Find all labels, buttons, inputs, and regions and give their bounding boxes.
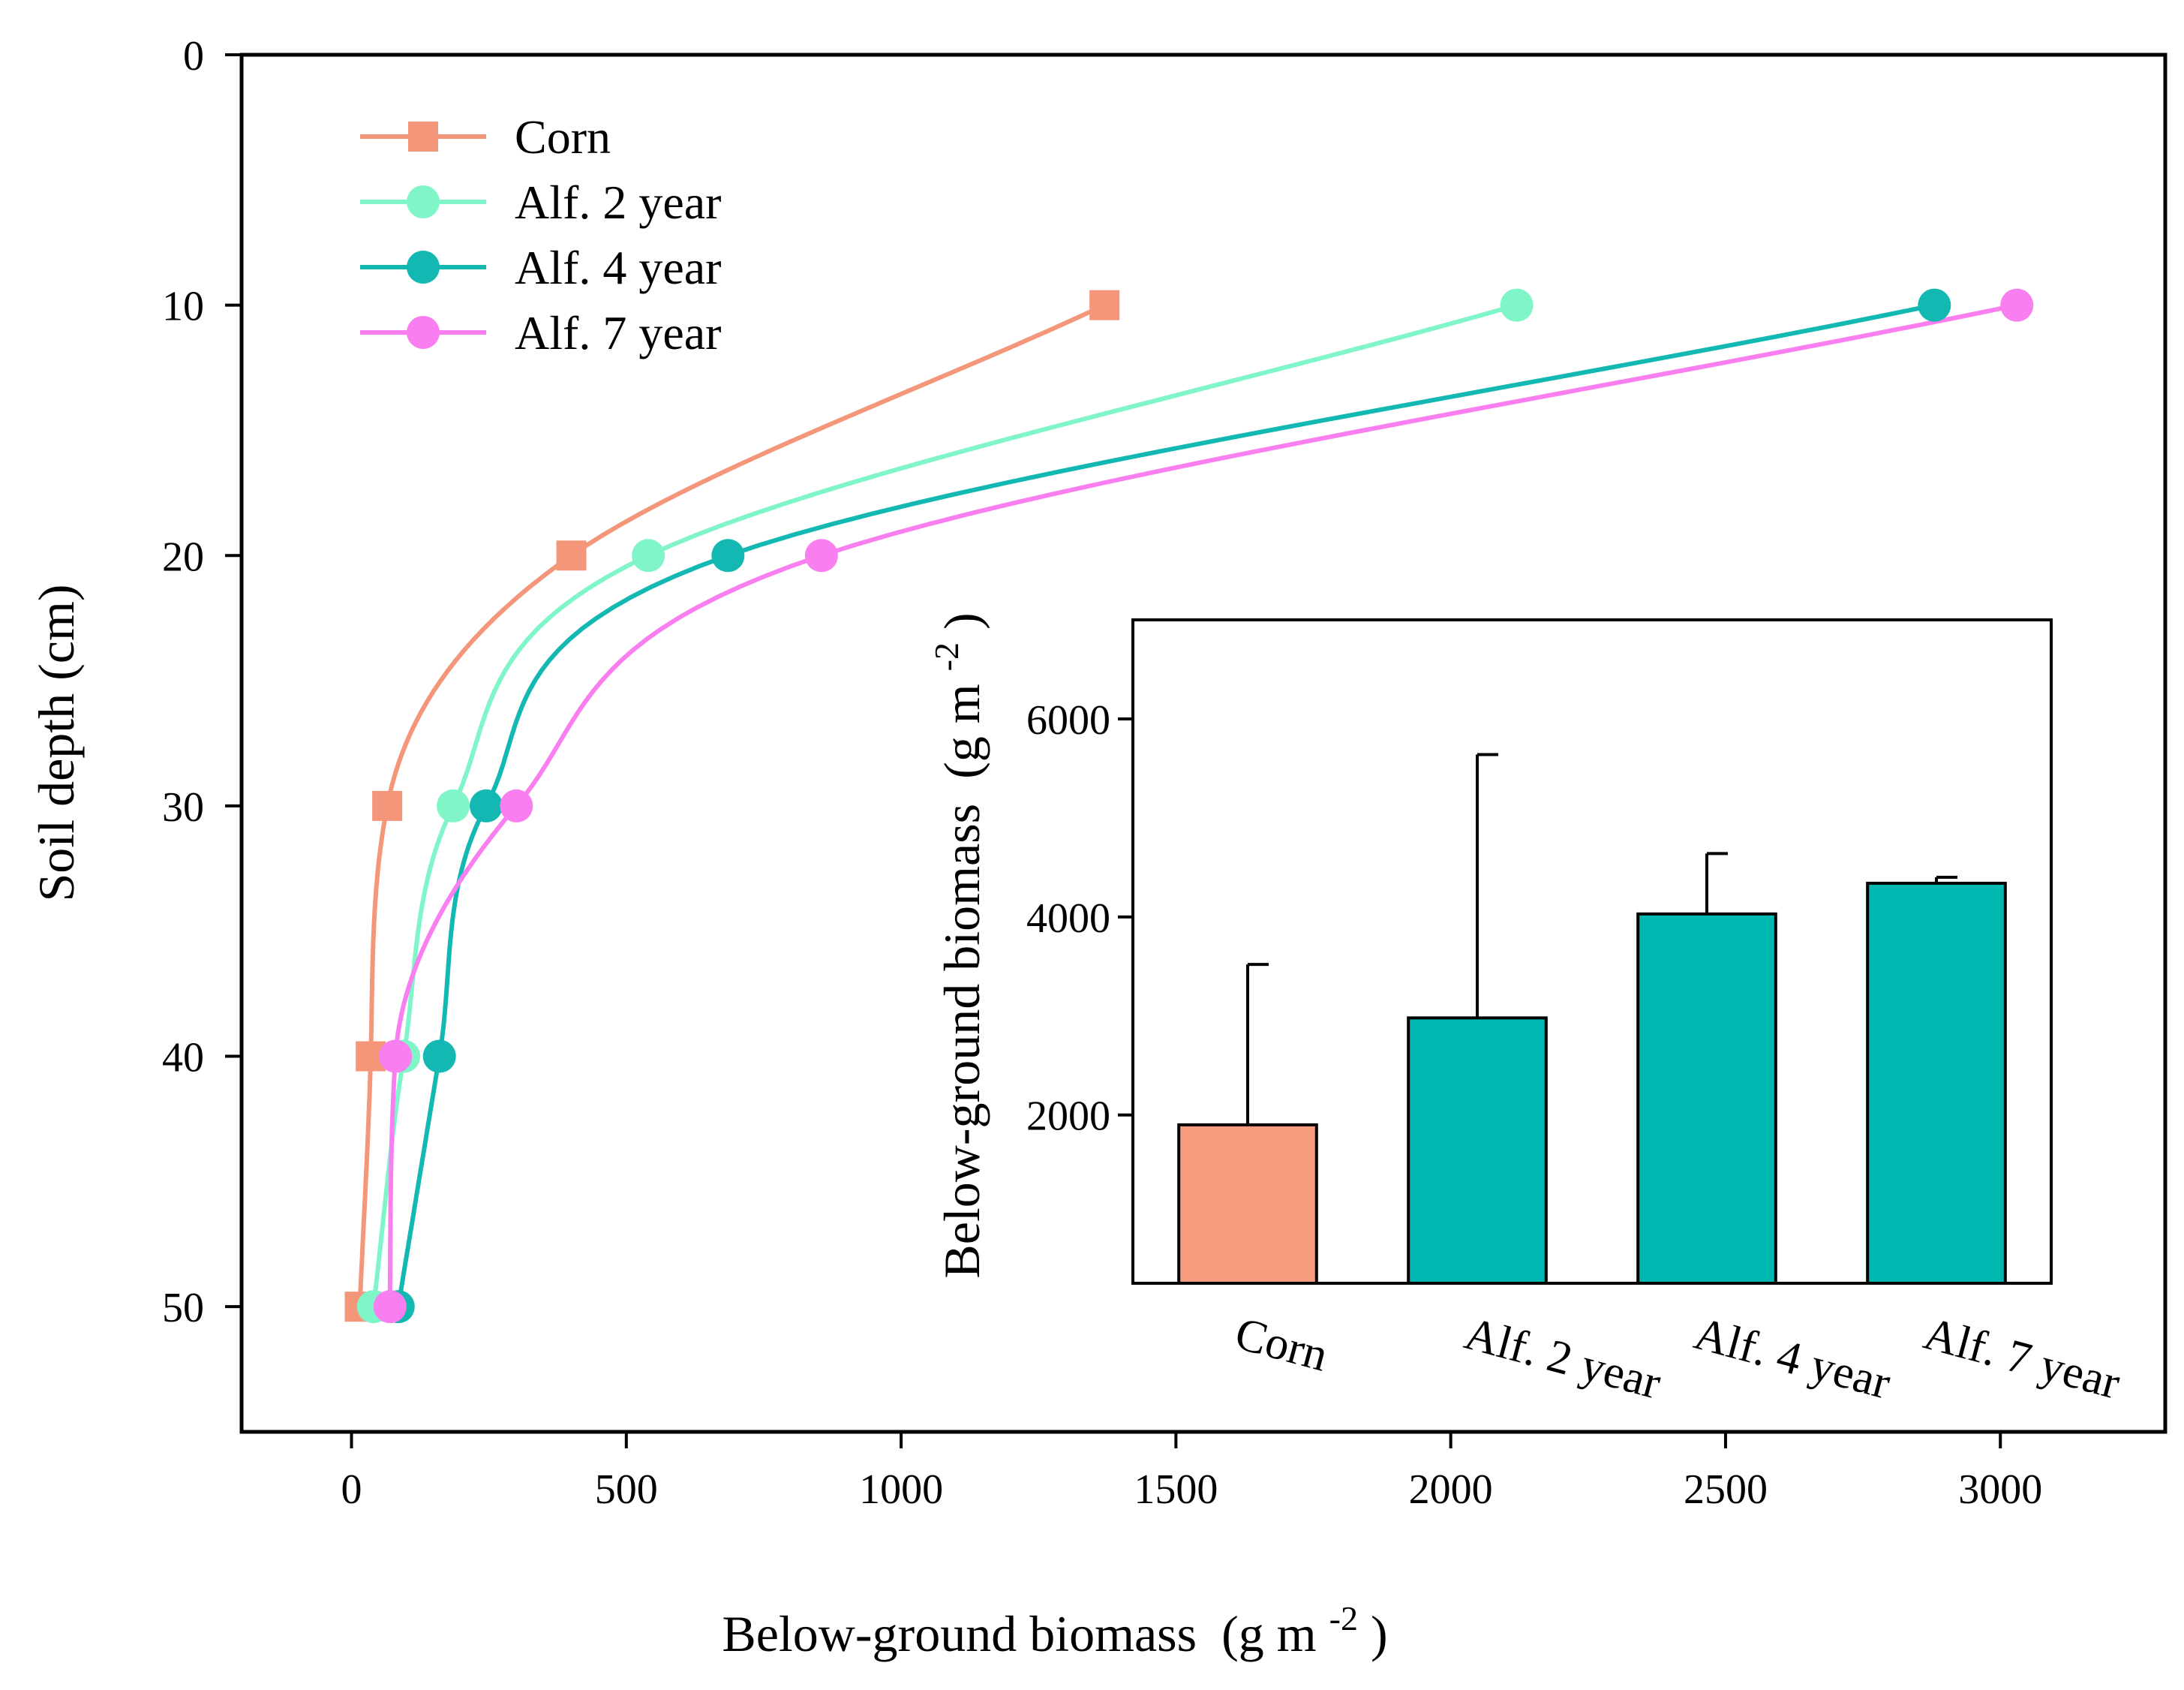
data-point-alf-4-year <box>422 1039 456 1073</box>
data-point-alf-4-year <box>469 789 503 822</box>
y-tick-label: 20 <box>162 534 204 580</box>
x-tick-label: 1000 <box>859 1466 943 1513</box>
x-tick-label: 500 <box>595 1466 658 1513</box>
data-point-corn <box>372 790 403 821</box>
legend: Corn Alf. 2 year Alf. 4 year Alf. 7 year <box>360 110 721 359</box>
inset-y-axis-ticks: 2000 4000 6000 <box>1026 697 1133 1140</box>
inset-y-axis-title-text: Below-ground biomass <box>933 804 990 1279</box>
main-x-axis-title-text: Below-ground biomass <box>722 1605 1197 1662</box>
y-tick-label: 10 <box>162 284 204 330</box>
inset-y-axis-unit-exp: -2 <box>927 642 966 671</box>
x-tick-label: 2500 <box>1684 1466 1768 1513</box>
data-point-alf-2-year <box>437 789 470 822</box>
y-tick-label: 0 <box>183 33 204 80</box>
main-y-axis-title: Soil depth (cm) <box>28 584 85 901</box>
data-point-corn <box>1089 290 1120 320</box>
main-series-markers <box>344 288 2034 1324</box>
data-point-alf-2-year <box>632 539 665 573</box>
data-point-alf-4-year <box>1918 288 1951 322</box>
inset-bars <box>1177 881 2007 1286</box>
bar-corn <box>1177 1123 1318 1285</box>
data-point-alf-7-year <box>2000 288 2034 322</box>
main-x-axis-unit-base: (g m <box>1221 1605 1317 1662</box>
legend-marker-alf-2-year <box>407 185 440 218</box>
main-x-axis-unit-exp: -2 <box>1329 1599 1358 1637</box>
inset-y-tick-label: 4000 <box>1026 895 1110 942</box>
inset-y-axis-unit-close: ) <box>933 612 990 630</box>
data-point-alf-4-year <box>711 539 745 573</box>
bar-alf-2-year <box>1407 1016 1548 1286</box>
inset-y-axis-unit-base: (g m <box>933 684 990 779</box>
legend-label-alf-4-year: Alf. 4 year <box>515 241 721 294</box>
x-tick-label: 3000 <box>1958 1466 2042 1513</box>
legend-marker-corn <box>408 122 438 152</box>
inset-y-axis-title: Below-ground biomass (g m -2 ) <box>912 612 990 1278</box>
main-plot-frame <box>239 53 2167 1434</box>
legend-marker-alf-4-year <box>407 251 440 284</box>
data-point-alf-7-year <box>373 1290 407 1324</box>
legend-label-corn: Corn <box>515 110 611 164</box>
legend-label-alf-2-year: Alf. 2 year <box>515 176 721 229</box>
y-tick-label: 50 <box>162 1285 204 1331</box>
main-x-axis-ticks: 0 500 1000 1500 2000 2500 3000 <box>341 1432 2042 1513</box>
legend-label-alf-7-year: Alf. 7 year <box>515 306 721 359</box>
inset-y-tick-label: 6000 <box>1026 697 1110 744</box>
data-point-alf-7-year <box>500 789 533 822</box>
y-tick-label: 30 <box>162 784 204 831</box>
data-point-alf-7-year <box>804 539 838 573</box>
inset-y-tick-label: 2000 <box>1026 1093 1110 1140</box>
data-point-alf-7-year <box>379 1039 413 1073</box>
data-point-alf-2-year <box>1500 288 1534 322</box>
inset-error-bars <box>1246 753 1957 1125</box>
x-tick-label: 1500 <box>1134 1466 1218 1513</box>
main-x-axis-title: Below-ground biomass (g m -2 ) <box>722 1584 1387 1662</box>
x-tick-label: 0 <box>341 1466 362 1513</box>
legend-marker-alf-7-year <box>407 316 440 349</box>
bar-alf-7-year <box>1866 881 2007 1285</box>
x-tick-label: 2000 <box>1409 1466 1493 1513</box>
y-tick-label: 40 <box>162 1035 204 1081</box>
data-point-corn <box>556 540 587 571</box>
bar-alf-4-year <box>1636 912 1777 1285</box>
inset-plot-frame <box>1131 618 2053 1285</box>
main-y-axis-ticks: 0 10 20 30 40 50 <box>162 33 242 1331</box>
main-x-axis-unit-close: ) <box>1371 1605 1388 1662</box>
